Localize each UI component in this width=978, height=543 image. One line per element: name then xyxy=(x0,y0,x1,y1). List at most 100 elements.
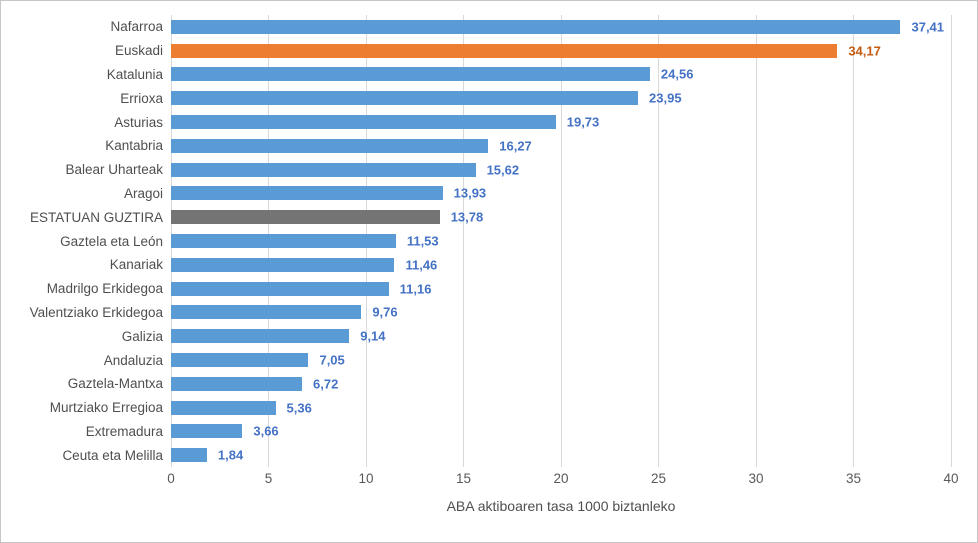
bar-track: 15,62 xyxy=(171,158,951,182)
x-tick-label: 5 xyxy=(264,471,273,486)
bar-row: Aragoi 13,93 xyxy=(1,182,951,206)
bar-track: 13,93 xyxy=(171,182,951,206)
x-tick-label: 40 xyxy=(943,471,959,486)
value-label: 37,41 xyxy=(911,19,945,35)
bar-track: 37,41 xyxy=(171,15,951,39)
category-label: Gaztela eta León xyxy=(60,233,163,249)
value-label: 16,27 xyxy=(499,138,532,154)
bar xyxy=(171,138,489,153)
gridline xyxy=(755,15,757,467)
bar xyxy=(171,376,303,391)
bar-row: Nafarroa 37,41 xyxy=(1,15,951,39)
bar-row: Valentziako Erkidegoa 9,76 xyxy=(1,301,951,325)
gridline xyxy=(950,15,952,467)
bar xyxy=(171,353,309,368)
bar-row: ESTATUAN GUZTIRA 13,78 xyxy=(1,205,951,229)
bar-row: Madrilgo Erkidegoa 11,16 xyxy=(1,277,951,301)
bar xyxy=(171,162,476,177)
bar-row: Kanariak 11,46 xyxy=(1,253,951,277)
bar-track: 9,14 xyxy=(171,324,951,348)
bar-row: Balear Uharteak 15,62 xyxy=(1,158,951,182)
x-tick-label: 15 xyxy=(455,471,472,486)
value-label: 3,66 xyxy=(253,423,279,439)
bar xyxy=(171,186,443,201)
bar xyxy=(171,281,389,296)
bar-row: Asturias 19,73 xyxy=(1,110,951,134)
x-axis: 0 5 10 15 20 25 30 35 40 xyxy=(167,471,958,489)
bar xyxy=(171,257,395,272)
bar-row: Errioxa 23,95 xyxy=(1,86,951,110)
bar-track: 24,56 xyxy=(171,63,951,87)
value-label: 1,84 xyxy=(217,447,244,463)
category-label: Gaztela-Mantxa xyxy=(67,376,163,392)
category-label: Extremadura xyxy=(85,423,163,439)
bar xyxy=(171,19,901,34)
category-label: Madrilgo Erkidegoa xyxy=(46,281,163,297)
category-label: Euskadi xyxy=(114,43,163,59)
bar-track: 3,66 xyxy=(171,420,951,444)
bar-row: Galizia 9,14 xyxy=(1,324,951,348)
bar-track: 7,05 xyxy=(171,348,951,372)
bar-row: Kantabria 16,27 xyxy=(1,134,951,158)
category-label: Andaluzia xyxy=(103,352,163,368)
category-label: Asturias xyxy=(114,114,163,130)
bar xyxy=(171,67,650,82)
value-label: 5,36 xyxy=(286,400,312,416)
bar-row: Extremadura 3,66 xyxy=(1,420,951,444)
bar-track: 11,46 xyxy=(171,253,951,277)
bar-track: 6,72 xyxy=(171,372,951,396)
bar xyxy=(171,424,243,439)
x-tick-label: 0 xyxy=(167,471,175,486)
gridline xyxy=(658,15,659,467)
category-label: Katalunia xyxy=(106,66,163,82)
x-tick-label: 35 xyxy=(845,471,862,486)
bar-row: Ceuta eta Melilla 1,84 xyxy=(1,443,951,467)
bar xyxy=(171,305,362,320)
bar-track: 11,53 xyxy=(171,229,951,253)
value-label: 13,78 xyxy=(450,209,484,225)
category-label: Galizia xyxy=(121,328,163,344)
value-label: 9,76 xyxy=(372,304,398,320)
category-label: Kanariak xyxy=(109,257,163,273)
bar-track: 5,36 xyxy=(171,396,951,420)
bar-row: Gaztela eta León 11,53 xyxy=(1,229,951,253)
value-label: 19,73 xyxy=(566,114,600,130)
bar-track: 9,76 xyxy=(171,301,951,325)
bar-track: 23,95 xyxy=(171,86,951,110)
category-label: Errioxa xyxy=(120,90,163,106)
bar-row: Gaztela-Mantxa 6,72 xyxy=(1,372,951,396)
gridline xyxy=(853,15,854,467)
category-label: ESTATUAN GUZTIRA xyxy=(29,209,163,225)
x-tick-label: 20 xyxy=(553,471,569,486)
bar-row: Murtziako Erregioa 5,36 xyxy=(1,396,951,420)
category-label: Ceuta eta Melilla xyxy=(62,447,163,463)
bar xyxy=(171,234,396,249)
bar-track: 19,73 xyxy=(171,110,951,134)
bar-track: 13,78 xyxy=(171,205,951,229)
category-label: Murtziako Erregioa xyxy=(49,400,163,416)
bar xyxy=(171,91,639,106)
value-label: 24,56 xyxy=(660,66,694,82)
value-label: 9,14 xyxy=(360,328,386,344)
bar-row: Katalunia 24,56 xyxy=(1,63,951,87)
value-label: 34,17 xyxy=(848,43,881,59)
category-label: Kantabria xyxy=(105,138,163,154)
bar xyxy=(171,210,440,225)
value-label: 6,72 xyxy=(313,376,339,392)
value-label: 23,95 xyxy=(649,90,682,106)
bar-track: 16,27 xyxy=(171,134,951,158)
x-tick-label: 30 xyxy=(748,471,764,486)
gridline xyxy=(560,15,562,467)
bar xyxy=(171,400,276,415)
bar-rows: Nafarroa 37,41 Euskadi 34,17 Katalunia 24,56 E… xyxy=(1,15,951,467)
bar xyxy=(171,329,350,344)
value-label: 7,05 xyxy=(319,352,345,368)
category-label: Aragoi xyxy=(123,185,163,201)
bar-row: Andaluzia 7,05 xyxy=(1,348,951,372)
value-label: 15,62 xyxy=(486,162,520,178)
x-axis-title: ABA aktiboaren tasa 1000 biztanleko xyxy=(446,498,676,514)
x-tick-label: 25 xyxy=(650,471,667,486)
bar xyxy=(171,43,838,58)
value-label: 13,93 xyxy=(453,185,487,201)
